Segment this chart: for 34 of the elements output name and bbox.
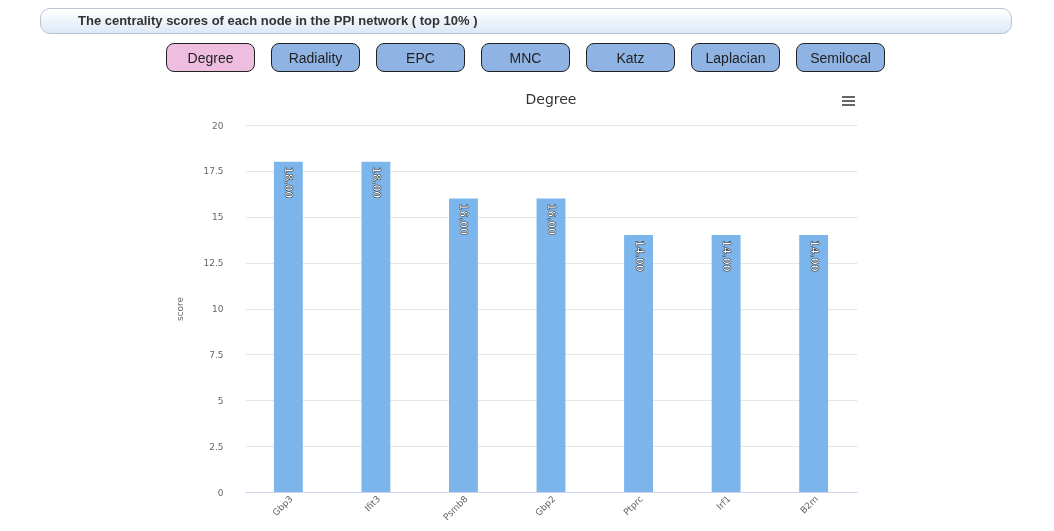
text: The centrality scores of each node in the PPI network ( top 10% ) xyxy=(40,8,1012,34)
chart-title: Degree xyxy=(525,91,577,107)
text: Radiality xyxy=(271,43,360,72)
text: Laplacian xyxy=(691,43,780,72)
bar xyxy=(273,161,303,492)
data-label: 14.00 xyxy=(721,240,733,272)
y-tick-label: 2.5 xyxy=(209,441,224,452)
y-tick-label: 0 xyxy=(217,487,224,498)
x-tick-label: Irf1 xyxy=(714,493,733,512)
text: Degree xyxy=(166,43,255,72)
bar xyxy=(449,198,478,492)
bar xyxy=(361,161,391,492)
text: Semilocal xyxy=(796,43,885,72)
y-tick-label: 12.5 xyxy=(203,258,224,269)
data-label: 18.00 xyxy=(370,166,382,199)
y-tick-label: 15 xyxy=(212,212,224,223)
bar xyxy=(799,235,829,492)
bar xyxy=(536,198,566,492)
y-tick-label: 7.5 xyxy=(209,349,224,360)
data-label: 16.00 xyxy=(546,203,557,236)
bar xyxy=(624,235,653,492)
data-label: 14.00 xyxy=(633,240,645,272)
data-label: 14.00 xyxy=(808,240,820,272)
data-label: 16.00 xyxy=(458,203,470,236)
y-tick-label: 10 xyxy=(212,304,224,314)
text: EPC xyxy=(376,43,465,72)
y-tick-label: 20 xyxy=(212,120,224,131)
y-axis-title: score xyxy=(175,296,186,322)
text: MNC xyxy=(481,43,570,72)
data-label: 18.00 xyxy=(283,166,295,199)
y-tick-label: 17.5 xyxy=(203,166,224,177)
bar xyxy=(711,235,741,492)
y-tick-label: 5 xyxy=(217,395,224,406)
text: Katz xyxy=(586,43,675,72)
